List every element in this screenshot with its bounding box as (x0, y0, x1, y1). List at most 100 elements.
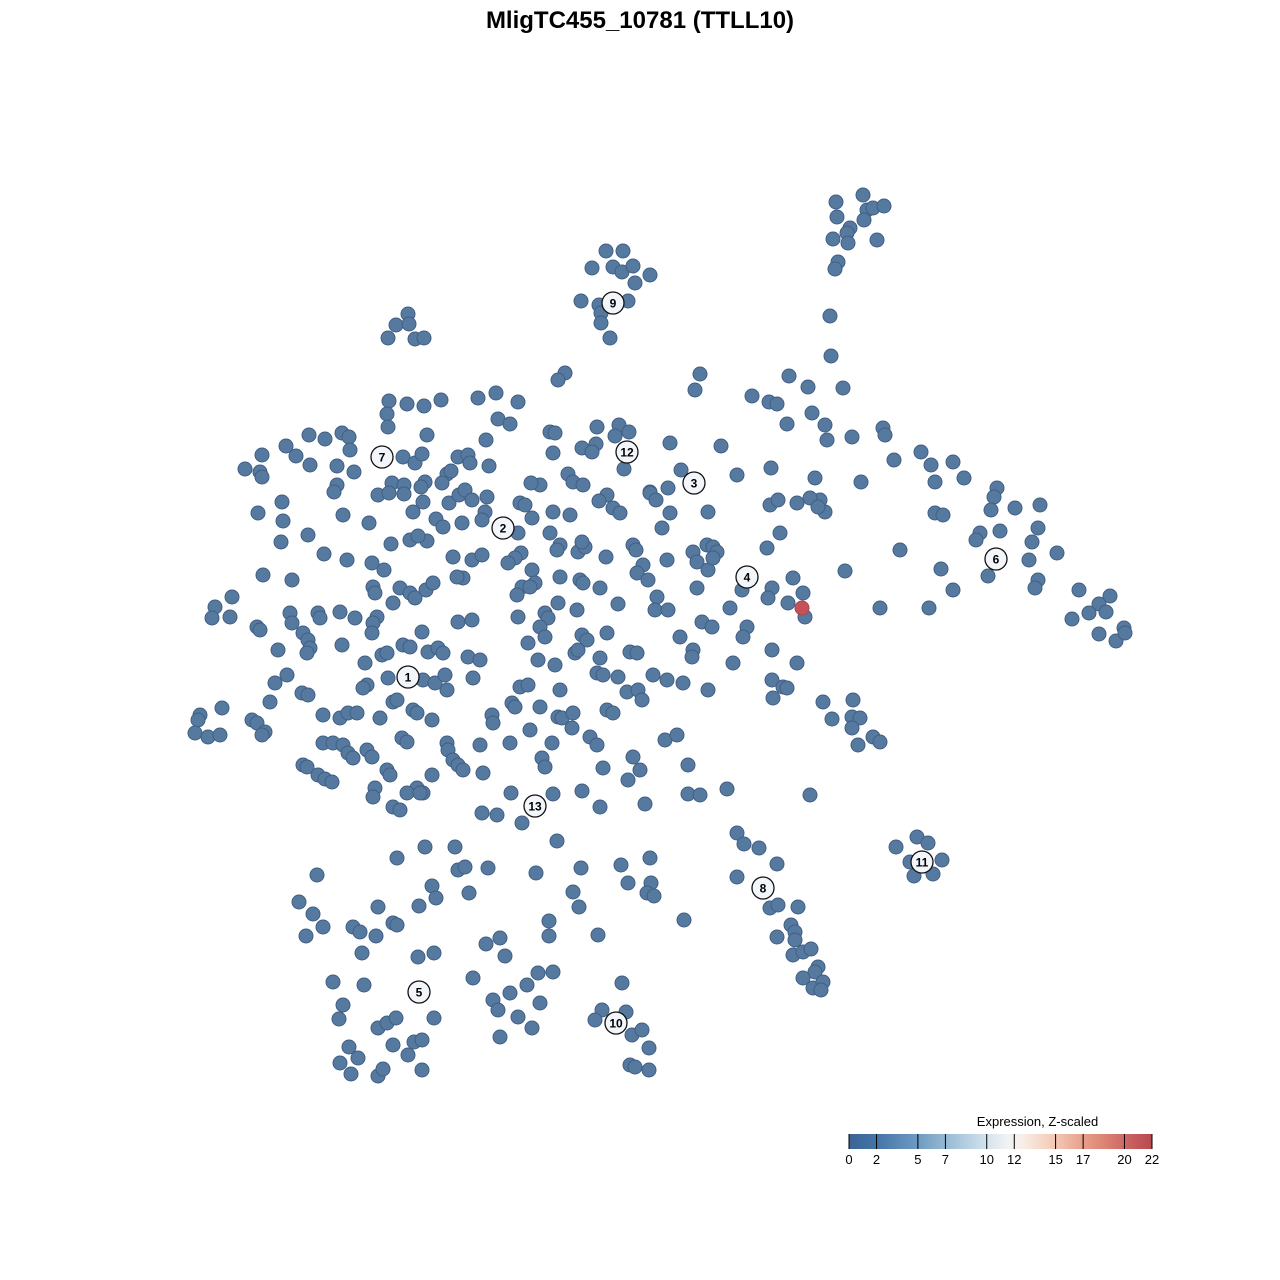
data-point (514, 815, 530, 831)
data-point (1117, 625, 1133, 641)
data-point (876, 198, 892, 214)
data-point (713, 438, 729, 454)
cluster-label-circle (523, 794, 547, 818)
data-point (829, 209, 845, 225)
data-point (301, 427, 317, 443)
data-point (660, 480, 676, 496)
data-point (660, 602, 676, 618)
data-point (187, 725, 203, 741)
data-point (598, 549, 614, 565)
data-point (550, 595, 566, 611)
data-point (545, 786, 561, 802)
data-point (589, 737, 605, 753)
data-point (424, 712, 440, 728)
data-point (392, 802, 408, 818)
data-point (541, 913, 557, 929)
data-point (675, 675, 691, 691)
data-point (980, 568, 996, 584)
data-point (395, 449, 411, 465)
data-point (224, 589, 240, 605)
data-point (840, 235, 856, 251)
data-point (779, 416, 795, 432)
data-point (680, 757, 696, 773)
data-point (627, 1059, 643, 1075)
data-point (329, 458, 345, 474)
data-point (1030, 520, 1046, 536)
data-point (549, 833, 565, 849)
data-point (598, 243, 614, 259)
legend-ticks: 0 2 5 7 10 12 15 17 20 22 (845, 1134, 1159, 1167)
data-point (299, 759, 315, 775)
data-point (445, 549, 461, 565)
data-point (760, 590, 776, 606)
data-point (595, 760, 611, 776)
data-point (933, 561, 949, 577)
data-point (267, 675, 283, 691)
data-point (647, 602, 663, 618)
data-point (921, 600, 937, 616)
legend-tick-label: 2 (873, 1152, 880, 1167)
data-point (426, 945, 442, 961)
data-point (779, 680, 795, 696)
cluster-label-number: 9 (610, 297, 617, 311)
highlight-point-layer (794, 600, 810, 616)
data-point (772, 525, 788, 541)
cluster-label-number: 11 (916, 856, 929, 870)
data-point (817, 417, 833, 433)
data-point (522, 579, 538, 595)
cluster-label-number: 4 (744, 571, 751, 585)
cluster-label-circle (751, 876, 775, 900)
data-point (475, 765, 491, 781)
data-point (275, 513, 291, 529)
data-point (769, 929, 785, 945)
data-point (629, 565, 645, 581)
data-point (509, 587, 525, 603)
data-point (375, 1061, 391, 1077)
data-point (614, 975, 630, 991)
data-point (480, 860, 496, 876)
data-point (389, 692, 405, 708)
cluster-label: 6 (984, 547, 1008, 571)
data-point (370, 899, 386, 915)
data-point (474, 805, 490, 821)
data-point (356, 977, 372, 993)
data-point (602, 330, 618, 346)
data-point (645, 667, 661, 683)
data-point (584, 444, 600, 460)
data-point (751, 840, 767, 856)
data-point (361, 515, 377, 531)
data-point (457, 859, 473, 875)
data-point (616, 461, 632, 477)
data-point (575, 575, 591, 591)
data-point (472, 652, 488, 668)
data-point (365, 789, 381, 805)
data-point (923, 457, 939, 473)
data-point (381, 393, 397, 409)
data-point (299, 645, 315, 661)
data-point (300, 687, 316, 703)
data-point (388, 1010, 404, 1026)
data-point (584, 260, 600, 276)
data-point (530, 965, 546, 981)
chart-title: MligTC455_10781 (TTLL10) (486, 7, 794, 34)
data-point (273, 534, 289, 550)
data-point (610, 669, 626, 685)
data-point (587, 1012, 603, 1028)
data-point (872, 600, 888, 616)
cluster-label-circle (491, 516, 515, 540)
data-point (522, 722, 538, 738)
data-point (886, 452, 902, 468)
data-point (437, 667, 453, 683)
data-point (575, 477, 591, 493)
data-point (380, 330, 396, 346)
data-point (725, 655, 741, 671)
data-point (872, 734, 888, 750)
data-point (542, 525, 558, 541)
data-point (298, 928, 314, 944)
legend-tick-label: 22 (1145, 1152, 1159, 1167)
data-point (317, 431, 333, 447)
data-point (945, 582, 961, 598)
data-point (507, 699, 523, 715)
data-point (819, 432, 835, 448)
data-point (214, 700, 230, 716)
